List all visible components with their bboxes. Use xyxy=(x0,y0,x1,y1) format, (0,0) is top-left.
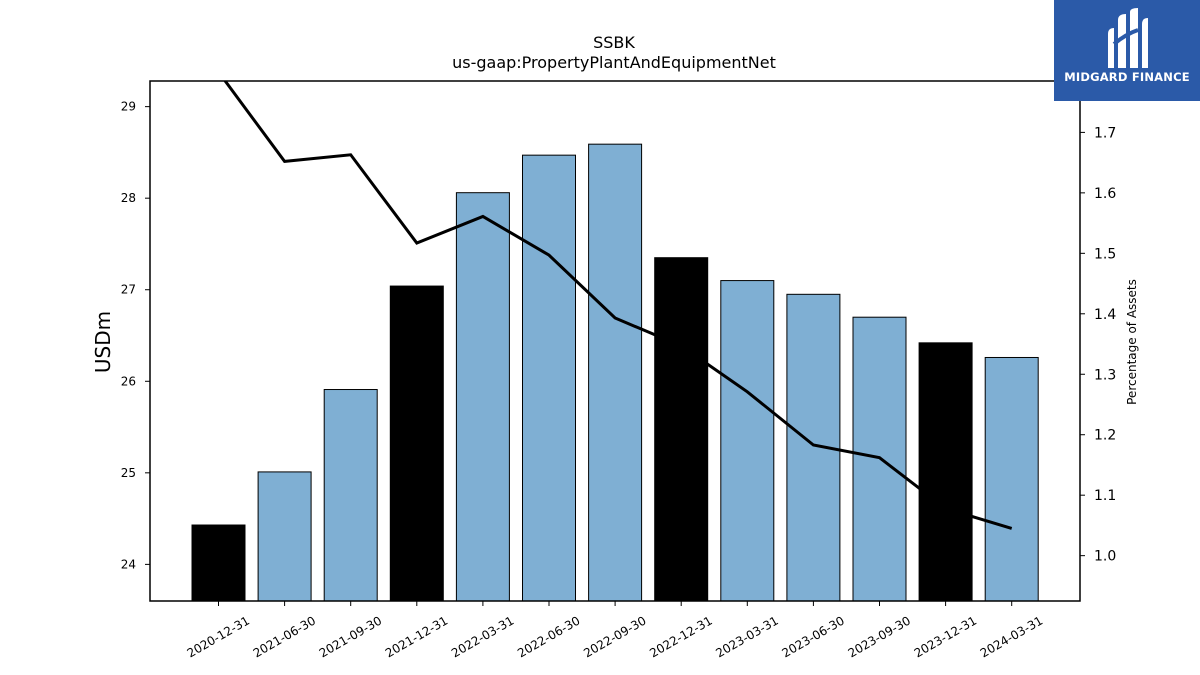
bar-2021-09-30 xyxy=(323,389,378,602)
logo-mark-icon xyxy=(1108,8,1148,68)
y2-tick-label: 1.7 xyxy=(1094,125,1116,141)
y-tick-label: 24 xyxy=(121,557,136,571)
chart-title: SSBK xyxy=(593,33,635,52)
x-tick-label: 2022-06-30 xyxy=(515,613,582,660)
y2-tick-label: 1.0 xyxy=(1094,549,1116,565)
bar-2022-12-31 xyxy=(654,257,709,602)
bar-2022-03-31 xyxy=(455,192,510,602)
y2-tick-label: 1.1 xyxy=(1094,488,1116,504)
bar-2022-09-30 xyxy=(588,143,643,602)
midgard-finance-logo: MIDGARD FINANCE xyxy=(1054,0,1200,101)
x-tick-label: 2023-09-30 xyxy=(846,613,913,660)
bar-2024-03-31 xyxy=(984,356,1039,602)
x-tick-label: 2021-06-30 xyxy=(251,613,318,660)
y-tick-label: 25 xyxy=(121,466,136,480)
x-tick-label: 2022-12-31 xyxy=(647,613,714,660)
y2-tick-label: 1.2 xyxy=(1094,428,1116,444)
bar-2022-06-30 xyxy=(522,154,576,602)
y-tick-label: 29 xyxy=(121,100,136,114)
y2-tick-label: 1.6 xyxy=(1094,186,1116,202)
bar-group xyxy=(191,143,1039,602)
y-axis-label: USDm xyxy=(91,311,115,373)
y-tick-label: 27 xyxy=(121,283,136,297)
x-tick-label: 2024-03-31 xyxy=(978,613,1045,660)
x-tick-label: 2020-12-31 xyxy=(185,613,252,660)
y2-tick-label: 1.5 xyxy=(1094,246,1116,262)
y-tick-label: 26 xyxy=(121,374,136,388)
x-tick-label: 2022-03-31 xyxy=(449,613,516,660)
bar-2020-12-31 xyxy=(191,524,246,602)
bar-2021-06-30 xyxy=(257,471,312,602)
x-tick-label: 2021-12-31 xyxy=(383,613,450,660)
y-tick-label: 28 xyxy=(121,191,136,205)
bar-2023-03-31 xyxy=(720,280,775,602)
x-tick-label: 2023-12-31 xyxy=(912,613,979,660)
x-tick-label: 2023-06-30 xyxy=(779,613,846,660)
chart-subtitle: us-gaap:PropertyPlantAndEquipmentNet xyxy=(452,53,776,72)
y2-tick-label: 1.3 xyxy=(1094,367,1116,383)
bar-2021-12-31 xyxy=(389,285,444,602)
x-tick-label: 2021-09-30 xyxy=(317,613,384,660)
line-group xyxy=(223,81,1013,530)
x-tick-label: 2023-03-31 xyxy=(713,613,780,660)
x-tick-label: 2022-09-30 xyxy=(581,613,648,660)
percentage-line xyxy=(223,81,1013,530)
bar-2023-12-31 xyxy=(918,342,973,602)
y2-tick-label: 1.4 xyxy=(1094,307,1116,323)
y2-axis-label: Percentage of Assets xyxy=(1125,279,1139,405)
logo-text: MIDGARD FINANCE xyxy=(1064,70,1190,84)
